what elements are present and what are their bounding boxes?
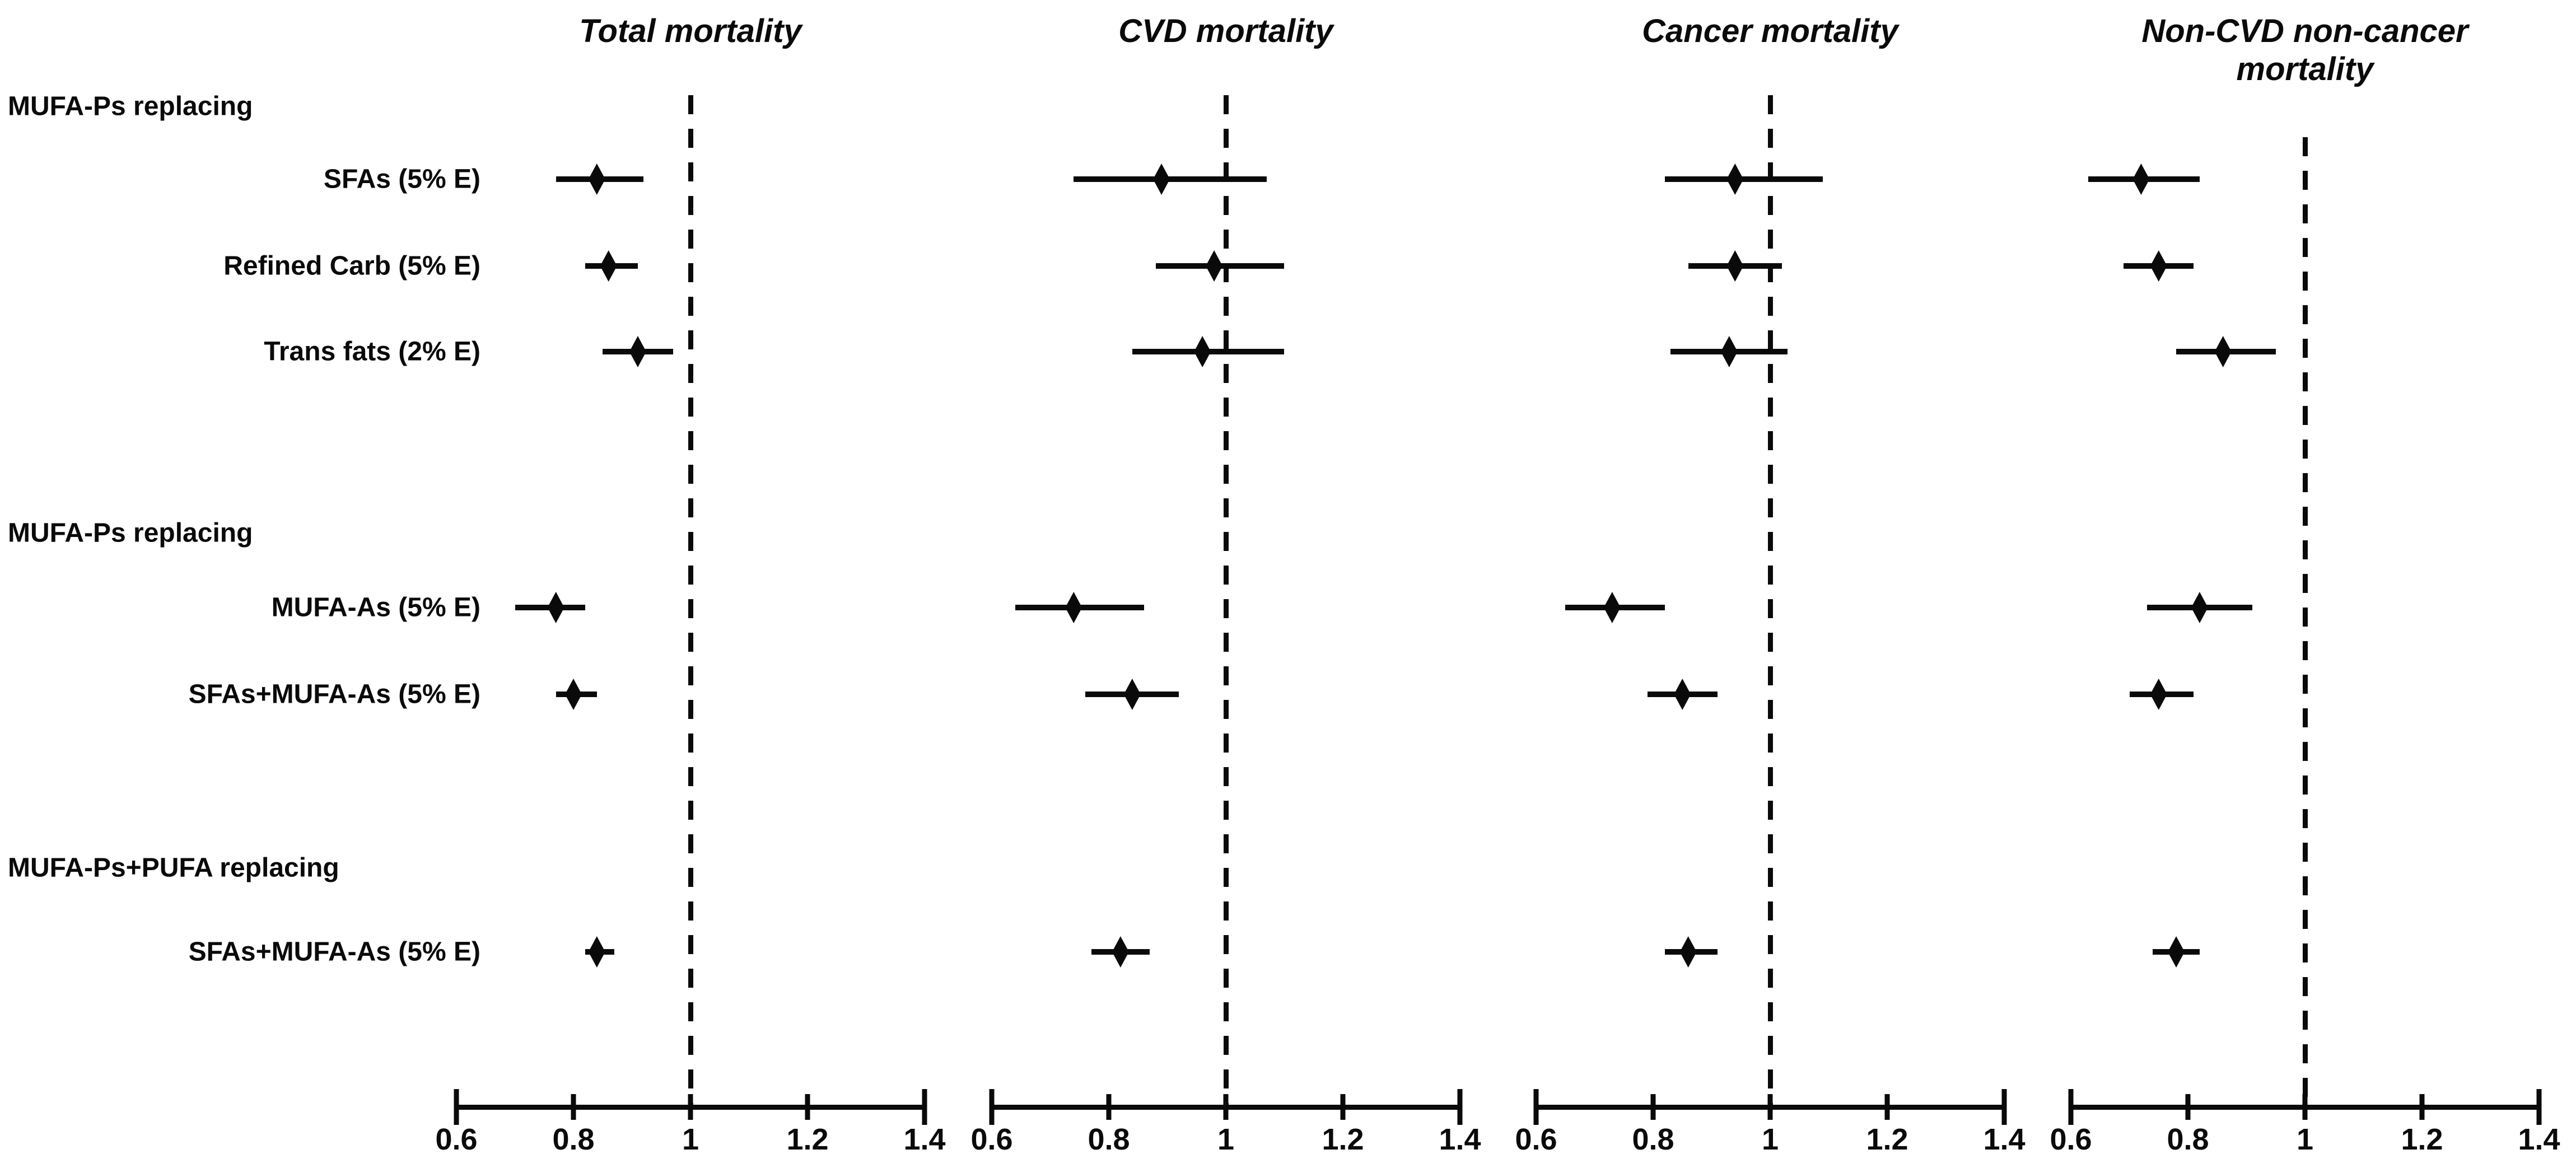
x-axis-tick-label: 1.4 [2518,1123,2560,1156]
panel-title-cancer-mortality: Cancer mortality [1642,13,1898,49]
x-axis-tick-label: 1.4 [1439,1123,1481,1156]
x-axis-tick-label: 1.2 [1322,1123,1364,1156]
point-estimate-diamond [1726,163,1744,195]
confidence-interval-line [1664,176,1823,182]
point-estimate-diamond [565,679,582,710]
x-axis-tick-label: 0.6 [435,1123,478,1156]
panel-title-total-mortality: Total mortality [579,13,802,49]
confidence-interval-line [1074,176,1267,182]
x-axis-tick [989,1089,995,1125]
x-axis-tick-label: 0.8 [1632,1123,1674,1156]
x-axis-tick [1533,1089,1539,1125]
point-estimate-diamond [1603,592,1621,623]
x-axis-tick [688,1094,693,1120]
x-axis-tick-label: 1.4 [1983,1123,2026,1156]
x-axis-tick-label: 1 [1761,1123,1779,1156]
reference-line [688,95,693,1107]
group-header: MUFA-Ps+PUFA replacing [8,853,339,883]
row-label: SFAs+MUFA-As (5% E) [188,679,480,709]
point-estimate-diamond [2132,163,2150,195]
x-axis-tick-label: 1.2 [786,1123,829,1156]
x-axis-tick [1340,1094,1346,1120]
point-estimate-diamond [1194,336,1211,367]
x-axis-tick [1106,1094,1112,1120]
x-axis-tick [1457,1089,1463,1125]
row-label: MUFA-As (5% E) [271,592,480,623]
x-axis-tick-label: 1 [682,1123,699,1156]
point-estimate-diamond [1720,336,1738,367]
x-axis-tick-label: 1 [2296,1123,2314,1156]
panel-title-cvd-mortality: CVD mortality [1118,13,1333,49]
x-axis-tick-label: 0.6 [1515,1123,1557,1156]
x-axis-tick [1223,1094,1229,1120]
x-axis-tick [2419,1094,2425,1120]
point-estimate-diamond [2214,336,2232,367]
x-axis-tick [2068,1089,2074,1125]
point-estimate-diamond [629,336,646,367]
reference-line [2302,137,2308,1107]
point-estimate-diamond [1112,936,1129,968]
point-estimate-diamond [2150,679,2167,710]
point-estimate-diamond [2191,592,2208,623]
x-axis-tick [2302,1094,2308,1120]
x-axis-tick [805,1094,810,1120]
point-estimate-diamond [1153,163,1170,195]
x-axis-tick [922,1089,927,1125]
x-axis-tick [2536,1089,2542,1125]
row-label: SFAs (5% E) [323,164,480,194]
x-axis-tick [1884,1094,1890,1120]
x-axis-tick [571,1094,576,1120]
reference-line [1223,95,1229,1107]
row-label: SFAs+MUFA-As (5% E) [188,937,480,967]
point-estimate-diamond [1726,250,1744,282]
x-axis-tick [2001,1089,2007,1125]
point-estimate-diamond [547,592,564,623]
x-axis-tick-label: 1 [1217,1123,1235,1156]
x-axis-tick-label: 0.8 [1088,1123,1130,1156]
x-axis-tick [1650,1094,1656,1120]
row-label: Trans fats (2% E) [264,337,480,367]
panel-title-noncvd-noncancer-mortality: Non-CVD non-cancer mortality [2141,13,2468,88]
x-axis-tick-label: 1.2 [2401,1123,2443,1156]
point-estimate-diamond [588,163,605,195]
x-axis-tick [454,1089,459,1125]
point-estimate-diamond [1674,679,1691,710]
point-estimate-diamond [2168,936,2185,968]
x-axis-tick [1767,1094,1773,1120]
x-axis-tick-label: 1.2 [1866,1123,1908,1156]
point-estimate-diamond [1206,250,1223,282]
point-estimate-diamond [600,250,617,282]
point-estimate-diamond [1123,679,1141,710]
x-axis-tick [2185,1094,2191,1120]
x-axis-tick-label: 1.4 [903,1123,946,1156]
point-estimate-diamond [1065,592,1082,623]
group-header: MUFA-Ps replacing [8,91,253,122]
group-header: MUFA-Ps replacing [8,518,253,548]
reference-line [1767,95,1773,1107]
x-axis-tick-label: 0.8 [2167,1123,2209,1156]
x-axis-tick-label: 0.6 [2050,1123,2092,1156]
x-axis-tick-label: 0.6 [970,1123,1013,1156]
point-estimate-diamond [588,936,605,968]
point-estimate-diamond [2150,250,2167,282]
row-label: Refined Carb (5% E) [223,251,480,281]
point-estimate-diamond [1679,936,1697,968]
x-axis-tick-label: 0.8 [552,1123,595,1156]
